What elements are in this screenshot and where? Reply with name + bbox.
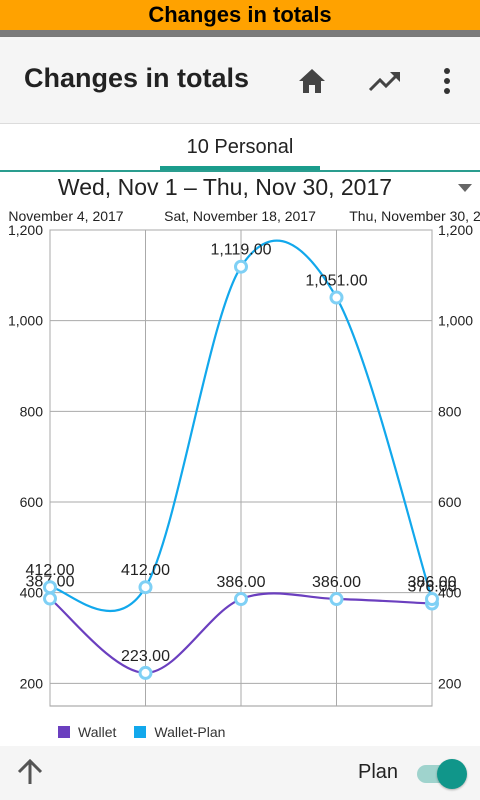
data-point-wallet-plan bbox=[234, 259, 248, 274]
trending-up-icon[interactable] bbox=[365, 61, 405, 101]
plan-label: Plan bbox=[358, 761, 399, 783]
legend-label-wallet: Wallet bbox=[78, 724, 117, 740]
y-tick-label-left: 400 bbox=[20, 585, 44, 601]
legend-swatch-wallet-plan bbox=[134, 726, 147, 738]
chart: November 4, 2017 Sat, November 18, 2017 Th… bbox=[0, 204, 480, 744]
y-tick-label-right: 600 bbox=[438, 494, 462, 510]
date-range-label: Wed, Nov 1 – Thu, Nov 30, 2017 bbox=[57, 174, 393, 200]
y-tick-label-right: 1,200 bbox=[438, 222, 473, 238]
x-top-label: Thu, November 30, 2 bbox=[349, 208, 480, 224]
data-point-wallet-plan bbox=[138, 580, 153, 595]
data-point-wallet-plan bbox=[425, 592, 439, 607]
date-range-selector[interactable]: Wed, Nov 1 – Thu, Nov 30, 2017 bbox=[0, 172, 480, 204]
y-tick-label-left: 1,200 bbox=[8, 222, 43, 238]
more-vert-icon[interactable] bbox=[427, 61, 467, 101]
tab-label: 10 Personal bbox=[186, 136, 294, 158]
data-point-wallet bbox=[138, 665, 153, 680]
y-tick-label-right: 200 bbox=[438, 675, 462, 691]
banner-title: Changes in totals bbox=[148, 2, 332, 27]
top-banner: Changes in totals bbox=[0, 0, 480, 30]
data-label-wallet-plan: 1,119.00 bbox=[210, 242, 271, 259]
y-tick-label-right: 1,000 bbox=[438, 313, 473, 329]
home-icon[interactable] bbox=[292, 61, 332, 101]
tab-10-personal[interactable]: 10 Personal bbox=[160, 124, 320, 170]
data-label-wallet-plan: 386.00 bbox=[408, 574, 457, 591]
app-bar: Changes in totals bbox=[0, 37, 480, 124]
divider bbox=[0, 30, 480, 37]
data-point-wallet-plan bbox=[329, 290, 344, 305]
chart-legend: Wallet Wallet-Plan bbox=[58, 724, 225, 740]
data-point-wallet-plan bbox=[43, 580, 57, 595]
y-tick-label-left: 1,000 bbox=[8, 313, 43, 329]
data-label-wallet-plan: 412.00 bbox=[121, 562, 170, 579]
toggle-knob bbox=[437, 759, 467, 789]
x-top-label: Sat, November 18, 2017 bbox=[164, 208, 316, 224]
data-label-wallet-plan: 412.00 bbox=[26, 562, 75, 579]
line-chart: November 4, 2017 Sat, November 18, 2017 Th… bbox=[8, 208, 480, 707]
bottom-bar: Plan bbox=[0, 746, 480, 800]
data-point-wallet bbox=[234, 592, 248, 607]
arrow-up-icon[interactable] bbox=[14, 756, 46, 793]
page-title: Changes in totals bbox=[24, 63, 250, 93]
data-label-wallet: 376.00 bbox=[408, 579, 457, 596]
dropdown-arrow-icon bbox=[458, 184, 472, 192]
data-label-wallet: 386.00 bbox=[217, 574, 266, 591]
series-line-wallet bbox=[49, 592, 433, 675]
y-tick-label-right: 800 bbox=[438, 403, 462, 419]
y-tick-label-left: 200 bbox=[20, 675, 44, 691]
data-label-wallet: 223.00 bbox=[121, 648, 170, 665]
y-tick-label-right: 400 bbox=[438, 585, 462, 601]
y-tick-label-left: 600 bbox=[20, 494, 44, 510]
data-point-wallet bbox=[43, 591, 57, 606]
data-point-wallet bbox=[329, 592, 344, 607]
data-label-wallet: 386.00 bbox=[312, 574, 361, 591]
data-label-wallet-plan: 1,051.00 bbox=[305, 273, 367, 290]
legend-swatch-wallet bbox=[58, 726, 70, 738]
tab-indicator bbox=[160, 166, 320, 170]
tab-bar: 10 Personal bbox=[0, 124, 480, 172]
plan-toggle[interactable] bbox=[415, 759, 467, 789]
legend-label-wallet-plan: Wallet-Plan bbox=[154, 724, 226, 740]
y-tick-label-left: 800 bbox=[20, 403, 44, 419]
x-top-label: November 4, 2017 bbox=[8, 208, 123, 224]
